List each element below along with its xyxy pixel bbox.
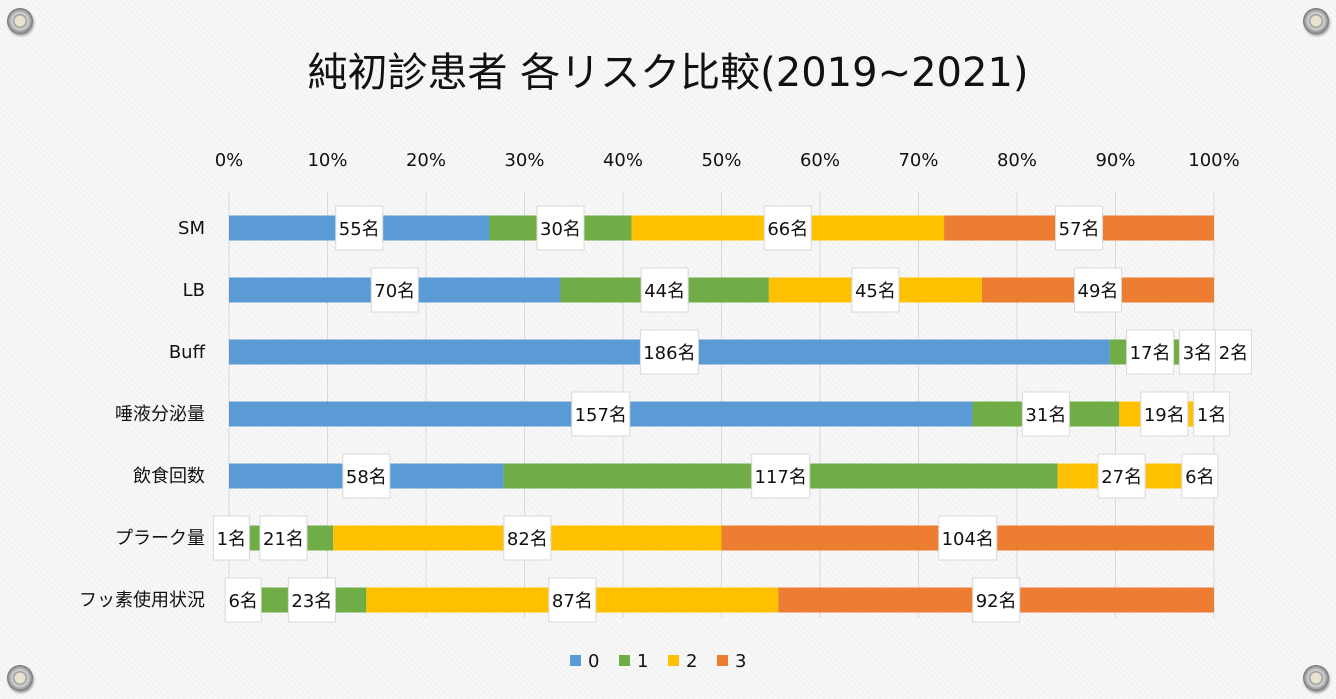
data-label: 6名 <box>1185 467 1214 488</box>
data-label: 117名 <box>755 467 807 488</box>
data-label-box <box>503 515 552 561</box>
category-label: フッ素使用状況 <box>79 590 205 611</box>
category-label: Buff <box>169 342 206 363</box>
data-label: 157名 <box>575 405 627 426</box>
data-label-box <box>1214 329 1252 375</box>
data-label-box <box>571 391 631 437</box>
data-label-box <box>938 515 998 561</box>
category-label: SM <box>178 218 205 239</box>
data-label-box <box>335 205 384 251</box>
legend-label: 3 <box>735 651 746 672</box>
x-tick-label: 0% <box>215 150 244 171</box>
legend-swatch <box>570 655 581 666</box>
data-label-box <box>972 577 1021 623</box>
data-label: 21名 <box>263 529 304 550</box>
screw-icon <box>7 8 33 34</box>
data-label-box <box>640 267 689 313</box>
data-label: 58名 <box>346 467 387 488</box>
data-label-box <box>1178 329 1216 375</box>
data-label: 66名 <box>767 219 808 240</box>
data-label: 104名 <box>942 529 994 550</box>
data-label-box <box>370 267 419 313</box>
legend-label: 2 <box>686 651 697 672</box>
x-tick-label: 50% <box>701 150 741 171</box>
x-tick-label: 30% <box>504 150 544 171</box>
x-tick-label: 40% <box>603 150 643 171</box>
data-label: 186名 <box>643 343 695 364</box>
data-label: 49名 <box>1078 281 1119 302</box>
x-tick-label: 70% <box>898 150 938 171</box>
legend-swatch <box>668 655 679 666</box>
x-tick-label: 10% <box>307 150 347 171</box>
data-label-box <box>259 515 308 561</box>
data-label-box <box>1181 453 1219 499</box>
legend-label: 0 <box>588 651 599 672</box>
data-label: 1名 <box>217 529 246 550</box>
data-label: 44名 <box>644 281 685 302</box>
data-label: 27名 <box>1101 467 1142 488</box>
data-label-box <box>536 205 585 251</box>
data-label-box <box>548 577 597 623</box>
data-label-box <box>639 329 699 375</box>
x-tick-label: 80% <box>997 150 1037 171</box>
data-label: 82名 <box>507 529 548 550</box>
data-label-box <box>1055 205 1104 251</box>
data-label: 55名 <box>339 219 380 240</box>
data-label-box <box>287 577 336 623</box>
x-tick-label: 60% <box>800 150 840 171</box>
category-label: LB <box>183 280 205 301</box>
data-label: 6名 <box>228 591 257 612</box>
data-label-box <box>763 205 812 251</box>
x-tick-label: 100% <box>1188 150 1239 171</box>
legend-swatch <box>619 655 630 666</box>
data-label: 19名 <box>1144 405 1185 426</box>
data-label-box <box>1140 391 1189 437</box>
data-label: 31名 <box>1025 405 1066 426</box>
data-label-box <box>212 515 250 561</box>
category-label: 唾液分泌量 <box>115 404 205 425</box>
data-label: 92名 <box>976 591 1017 612</box>
x-tick-label: 20% <box>406 150 446 171</box>
data-label: 23名 <box>291 591 332 612</box>
data-label: 45名 <box>855 281 896 302</box>
data-label-box <box>1126 329 1175 375</box>
data-label-box <box>751 453 811 499</box>
data-label-box <box>851 267 900 313</box>
chart-title: 純初診患者 各リスク比較(2019~2021) <box>307 50 1029 96</box>
legend-label: 1 <box>637 651 648 672</box>
data-label: 2名 <box>1219 343 1248 364</box>
data-label-box <box>224 577 262 623</box>
data-label: 57名 <box>1059 219 1100 240</box>
category-label: 飲食回数 <box>133 466 205 487</box>
screw-icon <box>1303 665 1329 691</box>
data-label-box <box>1021 391 1070 437</box>
screw-icon <box>1303 8 1329 34</box>
data-label-box <box>1097 453 1146 499</box>
data-label: 1名 <box>1197 405 1226 426</box>
category-label: プラーク量 <box>115 528 205 549</box>
screw-icon <box>7 665 33 691</box>
data-label: 87名 <box>552 591 593 612</box>
data-label-box <box>1073 267 1122 313</box>
data-label: 30名 <box>540 219 581 240</box>
legend-swatch <box>717 655 728 666</box>
x-tick-label: 90% <box>1095 150 1135 171</box>
data-label-box <box>342 453 391 499</box>
data-label: 17名 <box>1130 343 1171 364</box>
data-label: 3名 <box>1183 343 1212 364</box>
data-label: 70名 <box>374 281 415 302</box>
data-label-box <box>1193 391 1231 437</box>
